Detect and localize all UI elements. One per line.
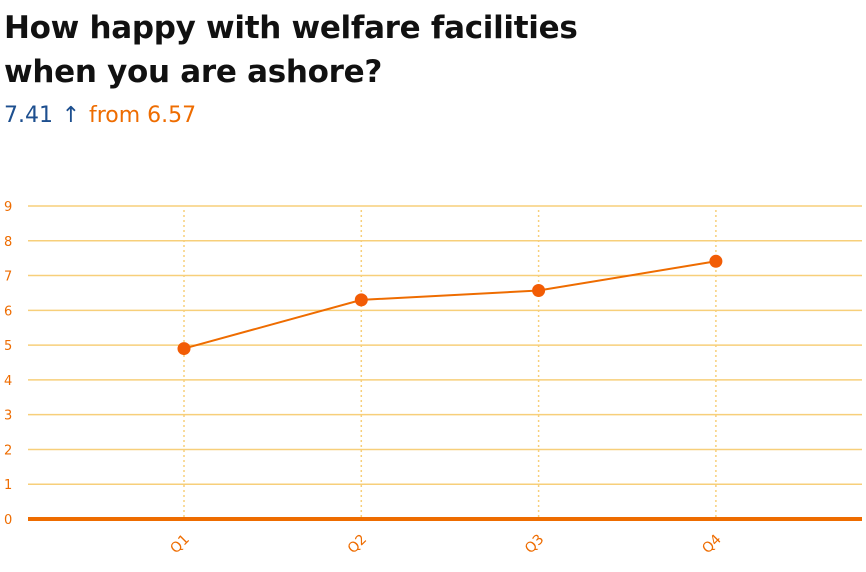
- title-line-1: How happy with welfare facilities: [4, 10, 578, 46]
- y-tick-label: 3: [4, 409, 12, 424]
- data-point-Q1: [177, 342, 191, 356]
- arrow-up-icon: ↑: [61, 103, 81, 128]
- horizontal-gridlines: [28, 205, 862, 485]
- y-tick-label: 5: [4, 339, 12, 354]
- y-tick-label: 6: [4, 304, 12, 319]
- x-axis-tick-labels: Q1 Q2 Q3 Q4: [167, 531, 724, 556]
- data-point-Q3: [532, 284, 546, 298]
- y-axis-tick-labels: 0 1 2 3 4 5 6 7 8 9: [4, 200, 12, 528]
- x-tick-label: Q2: [345, 532, 370, 557]
- chart-title: How happy with welfare facilities when y…: [4, 6, 578, 94]
- data-points: [177, 254, 723, 356]
- data-point-Q4: [709, 254, 723, 268]
- y-tick-label: 8: [4, 235, 12, 250]
- x-tick-label: Q1: [167, 532, 192, 557]
- title-line-2: when you are ashore?: [4, 54, 383, 90]
- series-line: [183, 260, 717, 350]
- y-tick-label: 1: [4, 478, 12, 493]
- current-value: 7.41: [4, 103, 53, 128]
- x-tick-label: Q3: [522, 532, 547, 557]
- y-tick-label: 4: [4, 374, 12, 389]
- previous-value: from 6.57: [88, 103, 197, 128]
- x-tick-label: Q4: [699, 531, 724, 556]
- y-tick-label: 2: [4, 443, 12, 458]
- vertical-gridlines: [183, 210, 717, 517]
- summary-stat: 7.41 ↑ from 6.57: [4, 101, 196, 131]
- y-tick-label: 7: [4, 270, 12, 285]
- data-point-Q2: [354, 293, 368, 307]
- y-tick-label: 9: [4, 200, 12, 215]
- y-tick-label: 0: [4, 513, 12, 528]
